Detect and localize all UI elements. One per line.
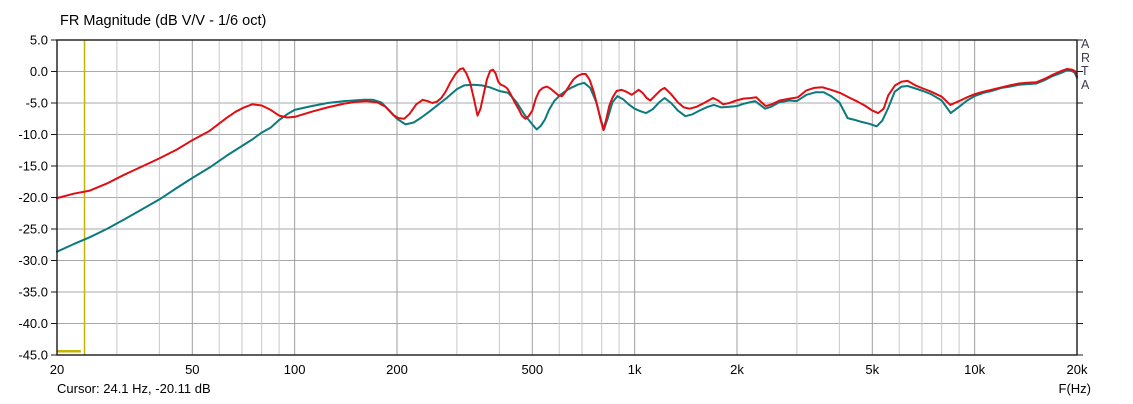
y-tick-label: 0.0 <box>30 64 48 79</box>
x-tick-label: 100 <box>284 362 306 377</box>
y-tick-label: -5.0 <box>26 96 48 111</box>
arta-letter: A <box>1081 37 1090 51</box>
x-axis-unit-label: F(Hz) <box>1058 381 1092 396</box>
y-tick-label: 5.0 <box>30 33 48 48</box>
arta-letter: T <box>1081 64 1089 78</box>
cursor-readout: Cursor: 24.1 Hz, -20.11 dB <box>57 381 211 396</box>
arta-letter: R <box>1081 50 1091 65</box>
y-tick-label: -30.0 <box>18 253 48 268</box>
y-tick-label: -40.0 <box>18 316 48 331</box>
x-tick-label: 200 <box>386 362 408 377</box>
y-tick-label: -15.0 <box>18 159 48 174</box>
red-response-curve <box>56 67 1078 200</box>
plot-border <box>56 39 1078 356</box>
chart-title: FR Magnitude (dB V/V - 1/6 oct) <box>60 13 267 29</box>
x-tick-label: 500 <box>521 362 543 377</box>
x-tick-label: 2k <box>730 362 744 377</box>
y-tick-label: -10.0 <box>18 127 48 142</box>
arta-letter: A <box>1081 77 1090 92</box>
x-tick-label: 20k <box>1067 362 1088 377</box>
x-tick-label: 20 <box>50 362 64 377</box>
y-tick-label: -25.0 <box>18 222 48 237</box>
y-tick-label: -35.0 <box>18 285 48 300</box>
teal-response-curve <box>56 69 1078 253</box>
x-tick-label: 50 <box>185 362 199 377</box>
x-tick-label: 1k <box>628 362 642 377</box>
x-tick-label: 10k <box>964 362 985 377</box>
y-tick-label: -20.0 <box>18 190 48 205</box>
arta-watermark: A R T A <box>1081 37 1091 92</box>
y-tick-label: -45.0 <box>18 348 48 363</box>
x-tick-label: 5k <box>865 362 879 377</box>
